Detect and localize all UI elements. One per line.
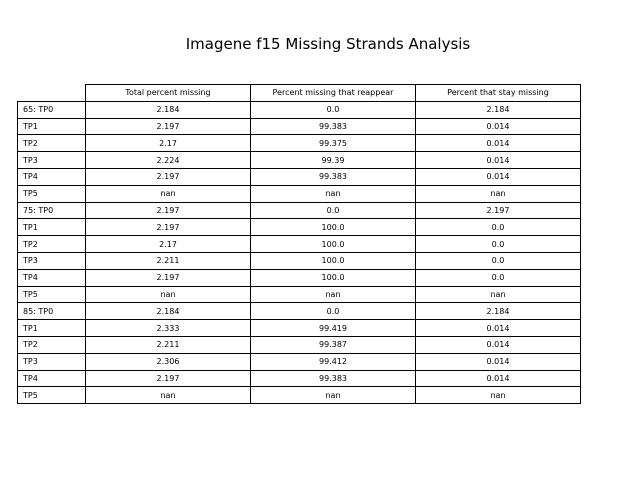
table-cell: 99.383 [250, 369, 416, 388]
row-label: TP2 [17, 134, 86, 153]
row-label: TP3 [17, 151, 86, 169]
table-row: TP2 2.17 99.375 0.014 [17, 134, 581, 153]
table-row: TP2 2.211 99.387 0.014 [17, 335, 581, 354]
row-label: TP4 [17, 369, 86, 388]
table-cell: 0.014 [415, 167, 581, 186]
table-row: 65: TP0 2.184 0.0 2.184 [17, 100, 581, 119]
table-cell: 2.197 [85, 369, 251, 388]
table-cell: nan [415, 285, 581, 304]
table-cell: nan [415, 184, 581, 203]
table-cell: 2.306 [85, 352, 251, 371]
table-row: TP5 nan nan nan [17, 285, 581, 304]
row-label: TP4 [17, 167, 86, 186]
table-cell: 2.224 [85, 151, 251, 169]
table-cell: 0.014 [415, 335, 581, 354]
table-row: TP5 nan nan nan [17, 184, 581, 203]
row-label: 85: TP0 [17, 302, 86, 321]
table-row: TP3 2.211 100.0 0.0 [17, 251, 581, 270]
table-row: TP3 2.224 99.39 0.014 [17, 151, 581, 169]
table-cell: 99.375 [250, 134, 416, 153]
table-cell: 0.014 [415, 369, 581, 388]
table-row: TP2 2.17 100.0 0.0 [17, 235, 581, 253]
table-cell: 0.0 [415, 251, 581, 270]
table-cell: 99.387 [250, 335, 416, 354]
row-label: TP2 [17, 235, 86, 253]
table-cell: 0.0 [250, 302, 416, 321]
table-row: TP4 2.197 100.0 0.0 [17, 268, 581, 287]
table-cell: 2.211 [85, 335, 251, 354]
row-label: TP1 [17, 319, 86, 337]
table-cell: 0.014 [415, 151, 581, 169]
table-cell: 2.211 [85, 251, 251, 270]
table-cell: 100.0 [250, 218, 416, 237]
table-cell: 99.39 [250, 151, 416, 169]
row-label: TP1 [17, 117, 86, 136]
column-header-percent-that-stay-missing: Percent that stay missing [415, 84, 581, 102]
table-cell: 0.0 [415, 268, 581, 287]
row-label: TP5 [17, 184, 86, 203]
header-row: Total percent missing Percent missing th… [18, 84, 581, 102]
row-label: 75: TP0 [17, 201, 86, 220]
table-cell: 0.0 [250, 201, 416, 220]
table-cell: 2.197 [85, 167, 251, 186]
row-label: TP1 [17, 218, 86, 237]
table-cell: 0.0 [415, 235, 581, 253]
table-cell: 100.0 [250, 268, 416, 287]
table-cell: 2.197 [85, 268, 251, 287]
table-cell: 0.014 [415, 117, 581, 136]
table-cell: 99.419 [250, 319, 416, 337]
table-cell: 2.333 [85, 319, 251, 337]
table-cell: 100.0 [250, 251, 416, 270]
table-cell: nan [85, 285, 251, 304]
table-row: TP3 2.306 99.412 0.014 [17, 352, 581, 371]
table-cell: 0.014 [415, 134, 581, 153]
table-body: 65: TP0 2.184 0.0 2.184 TP1 2.197 99.383 0.014 T… [17, 100, 581, 405]
table-row: 85: TP0 2.184 0.0 2.184 [17, 302, 581, 321]
row-label: TP3 [17, 352, 86, 371]
row-label: TP2 [17, 335, 86, 354]
row-label: TP5 [17, 285, 86, 304]
table-cell: nan [85, 386, 251, 405]
table-cell: nan [250, 285, 416, 304]
table-cell: nan [250, 184, 416, 203]
table-cell: 2.17 [85, 134, 251, 153]
row-label: TP4 [17, 268, 86, 287]
table-cell: 2.197 [415, 201, 581, 220]
table-cell: 2.197 [85, 117, 251, 136]
table-cell: nan [415, 386, 581, 405]
column-header-percent-missing-that-reappear: Percent missing that reappear [250, 84, 416, 102]
corner-cell [18, 85, 86, 102]
table-row: TP5 nan nan nan [17, 386, 581, 405]
table-cell: 99.412 [250, 352, 416, 371]
table-cell: 2.197 [85, 218, 251, 237]
table-cell: 0.0 [415, 218, 581, 237]
table-cell: 2.184 [85, 100, 251, 119]
table-cell: 0.014 [415, 352, 581, 371]
table-row: 75: TP0 2.197 0.0 2.197 [17, 201, 581, 220]
table-row: TP1 2.197 99.383 0.014 [17, 117, 581, 136]
table-cell: 2.184 [85, 302, 251, 321]
table-cell: nan [250, 386, 416, 405]
table-cell: 0.0 [250, 100, 416, 119]
table-cell: 2.197 [85, 201, 251, 220]
table-cell: 99.383 [250, 117, 416, 136]
data-table: Total percent missing Percent missing th… [17, 84, 581, 405]
table-cell: 99.383 [250, 167, 416, 186]
table-cell: 2.184 [415, 302, 581, 321]
table-cell: nan [85, 184, 251, 203]
row-label: TP5 [17, 386, 86, 405]
row-label: 65: TP0 [17, 100, 86, 119]
table-cell: 0.014 [415, 319, 581, 337]
column-header-total-percent-missing: Total percent missing [85, 84, 251, 102]
row-label: TP3 [17, 251, 86, 270]
table-row: TP1 2.197 100.0 0.0 [17, 218, 581, 237]
table-row: TP4 2.197 99.383 0.014 [17, 369, 581, 388]
chart-title: Imagene f15 Missing Strands Analysis [185, 35, 471, 53]
table-cell: 2.184 [415, 100, 581, 119]
table-cell: 100.0 [250, 235, 416, 253]
table-row: TP4 2.197 99.383 0.014 [17, 167, 581, 186]
table-row: TP1 2.333 99.419 0.014 [17, 319, 581, 337]
table-cell: 2.17 [85, 235, 251, 253]
